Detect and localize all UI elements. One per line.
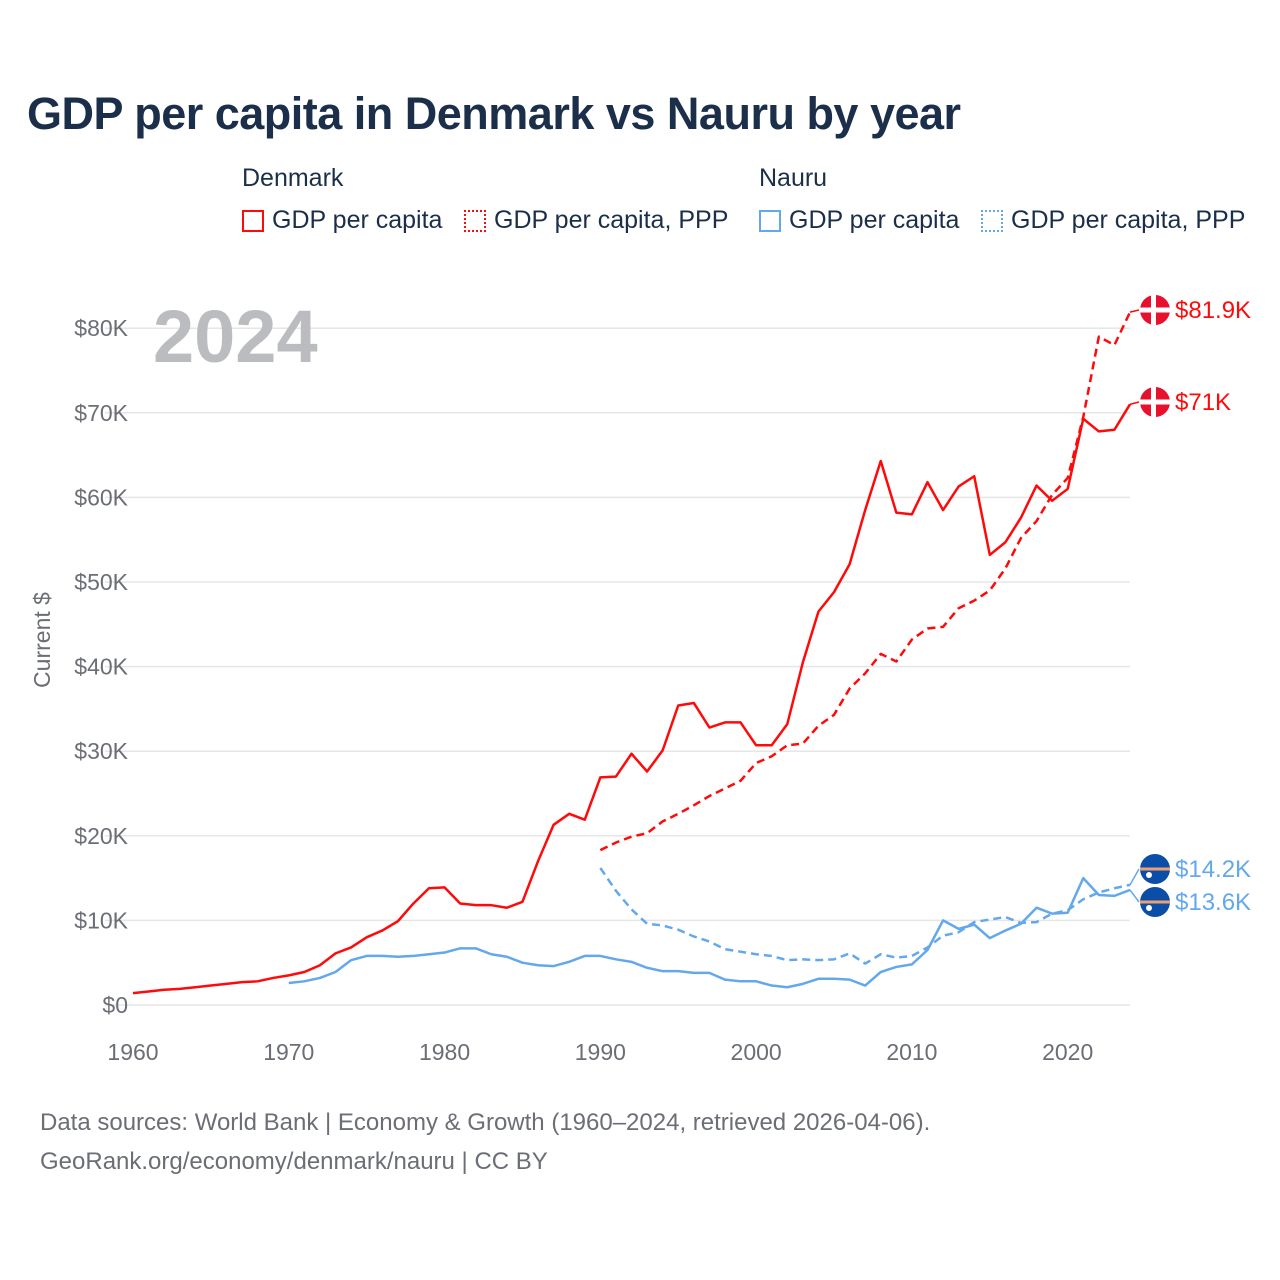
legend-denmark-gdp[interactable]: GDP per capita xyxy=(242,206,442,235)
x-tick-label: 1960 xyxy=(107,1039,158,1065)
legend-swatch-dotted-red xyxy=(464,209,486,232)
end-value-label: $14.2K xyxy=(1175,856,1251,883)
x-tick-label: 2020 xyxy=(1042,1039,1093,1065)
legend-group-nauru: Nauru xyxy=(759,164,828,192)
legend-swatch-dotted-blue xyxy=(981,209,1003,232)
y-tick-label: $80K xyxy=(74,315,128,341)
series-line-denmark-gdp xyxy=(132,403,1132,995)
legend-label: GDP per capita xyxy=(272,206,443,234)
footer-sources: Data sources: World Bank | Economy & Gro… xyxy=(40,1109,931,1136)
x-tick-label: 1980 xyxy=(419,1039,470,1065)
nauru-flag-icon xyxy=(1140,854,1170,884)
chart-title: GDP per capita in Denmark vs Nauru by ye… xyxy=(27,88,961,139)
denmark-flag-icon xyxy=(1140,295,1170,325)
y-tick-label: $60K xyxy=(74,484,128,510)
end-value-label: $13.6K xyxy=(1175,889,1251,916)
y-axis-label: Current $ xyxy=(29,592,55,688)
legend-group-denmark: Denmark xyxy=(242,164,344,192)
y-tick-label: $40K xyxy=(74,654,128,680)
y-tick-label: $70K xyxy=(74,400,128,426)
nauru-flag-icon xyxy=(1140,887,1170,917)
x-tick-label: 1970 xyxy=(263,1039,314,1065)
legend-label: GDP per capita, PPP xyxy=(1011,206,1246,234)
label-connector xyxy=(1129,401,1140,406)
series-line-nauru-ppp xyxy=(599,867,1131,965)
y-tick-label: $30K xyxy=(74,738,128,764)
legend-swatch-solid-blue xyxy=(759,209,781,232)
end-value-label: $81.9K xyxy=(1175,297,1251,324)
y-tick-label: $0 xyxy=(102,992,128,1018)
x-tick-label: 1990 xyxy=(575,1039,626,1065)
legend-denmark-ppp[interactable]: GDP per capita, PPP xyxy=(464,206,728,235)
footer-attribution[interactable]: GeoRank.org/economy/denmark/nauru | CC B… xyxy=(40,1148,548,1175)
x-tick-label: 2010 xyxy=(886,1039,937,1065)
legend-label: GDP per capita xyxy=(789,206,960,234)
x-tick-label: 2000 xyxy=(731,1039,782,1065)
y-tick-label: $10K xyxy=(74,907,128,933)
legend-nauru-gdp[interactable]: GDP per capita xyxy=(759,206,959,235)
legend-nauru-ppp[interactable]: GDP per capita, PPP xyxy=(981,206,1245,235)
series-line-denmark-ppp xyxy=(599,311,1132,852)
label-connector xyxy=(1129,309,1140,313)
denmark-flag-icon xyxy=(1140,387,1170,417)
year-watermark: 2024 xyxy=(153,295,318,378)
legend-label: GDP per capita, PPP xyxy=(494,206,729,234)
y-tick-label: $20K xyxy=(74,823,128,849)
y-tick-label: $50K xyxy=(74,569,128,595)
label-connector xyxy=(1129,889,1140,903)
legend-swatch-solid-red xyxy=(242,209,264,232)
label-connector xyxy=(1129,868,1140,886)
series-line-nauru-gdp xyxy=(288,876,1131,989)
end-value-label: $71K xyxy=(1175,389,1231,416)
